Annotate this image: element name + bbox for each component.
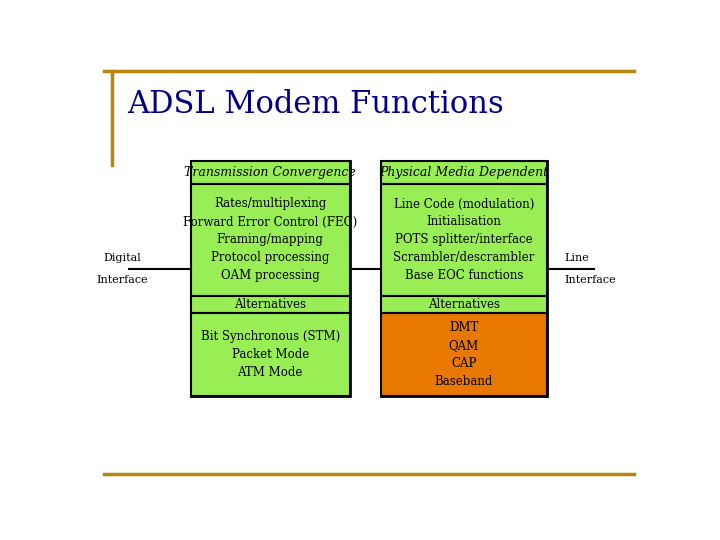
Bar	[381, 296, 547, 313]
Text: Digital: Digital	[104, 253, 141, 262]
Text: Physical Media Dependent: Physical Media Dependent	[379, 166, 549, 179]
Bar	[381, 161, 547, 396]
Bar	[191, 161, 350, 396]
Text: Line Code (modulation)
Initialisation
POTS splitter/interface
Scrambler/descramb: Line Code (modulation) Initialisation PO…	[393, 198, 535, 282]
Text: ADSL Modem Functions: ADSL Modem Functions	[127, 89, 504, 120]
Bar	[191, 161, 350, 184]
Text: Alternatives: Alternatives	[428, 298, 500, 310]
Bar	[191, 313, 350, 396]
Text: Transmission Convergence: Transmission Convergence	[184, 166, 356, 179]
Text: DMT
QAM
CAP
Baseband: DMT QAM CAP Baseband	[435, 321, 493, 388]
Bar	[381, 161, 547, 184]
Text: Line: Line	[564, 253, 589, 262]
Text: Interface: Interface	[564, 275, 616, 285]
Text: Bit Synchronous (STM)
Packet Mode
ATM Mode: Bit Synchronous (STM) Packet Mode ATM Mo…	[201, 330, 340, 379]
Text: Interface: Interface	[96, 275, 148, 285]
Bar	[381, 184, 547, 296]
Bar	[191, 296, 350, 313]
Bar	[191, 184, 350, 296]
Bar	[381, 313, 547, 396]
Text: Rates/multiplexing
Forward Error Control (FEC)
Framing/mapping
Protocol processi: Rates/multiplexing Forward Error Control…	[183, 198, 357, 282]
Text: Alternatives: Alternatives	[234, 298, 306, 310]
